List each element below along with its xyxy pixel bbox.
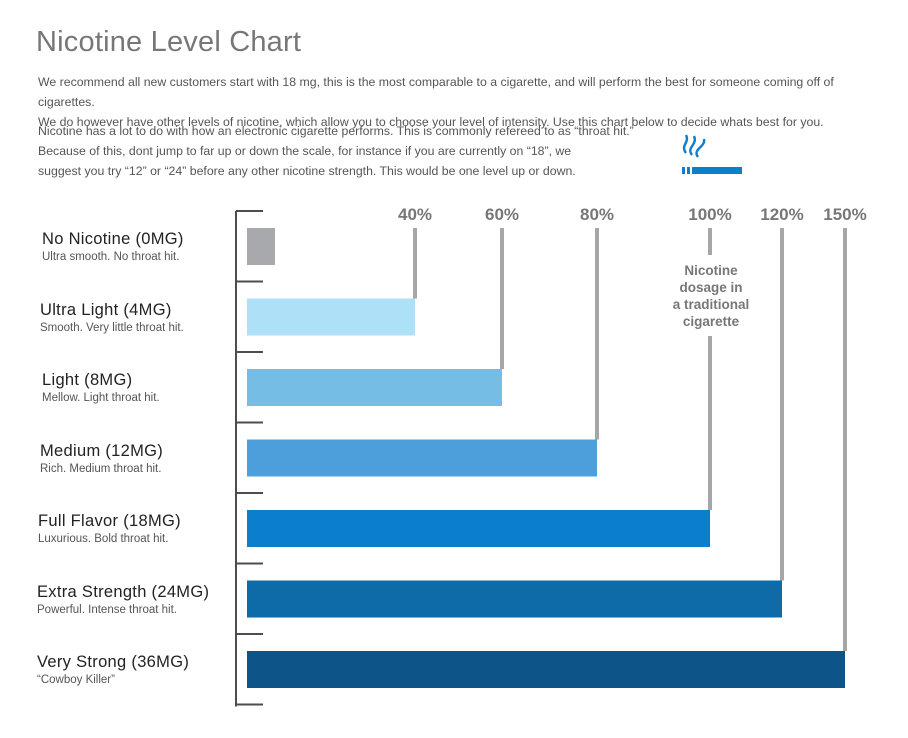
level-description: Rich. Medium throat hit.	[40, 462, 162, 475]
bar-4	[247, 510, 710, 547]
tick-label-60pct: 60%	[485, 205, 519, 224]
bar-2	[247, 369, 502, 406]
level-name: Light (8MG)	[42, 371, 133, 389]
note-line-2: dosage in	[679, 280, 743, 295]
level-description: Smooth. Very little throat hit.	[40, 321, 184, 334]
level-name: No Nicotine (0MG)	[42, 230, 184, 248]
page-title: Nicotine Level Chart	[36, 26, 302, 58]
bar-5	[247, 580, 782, 618]
throat-line-2: Because of this, dont jump to far up or …	[38, 144, 572, 158]
intro-line-2: We do however have other levels of nicot…	[38, 115, 824, 129]
tick-label-100pct: 100%	[688, 205, 731, 224]
intro-text: We recommend all new customers start wit…	[38, 72, 888, 132]
bar-6	[247, 651, 845, 688]
note-line-4: cigarette	[682, 314, 740, 329]
level-description: “Cowboy Killer”	[37, 674, 115, 686]
level-name: Full Flavor (18MG)	[38, 512, 181, 530]
category-label-3: Medium (12MG) Rich. Medium throat hit.	[40, 442, 163, 475]
cigarette-dosage-note: Nicotine dosage in a traditional cigaret…	[656, 262, 766, 330]
bar-3	[247, 439, 597, 477]
category-label-0: No Nicotine (0MG) Ultra smooth. No throat…	[42, 230, 184, 263]
tick-label-150pct: 150%	[823, 205, 866, 224]
category-label-5: Extra Strength (24MG) Powerful. Intense t…	[37, 583, 209, 616]
throat-line-1: Nicotine has a lot to do with how an ele…	[38, 124, 634, 138]
level-description: Luxurious. Bold throat hit.	[38, 533, 169, 545]
level-description: Ultra smooth. No throat hit.	[42, 251, 180, 263]
level-name: Ultra Light (4MG)	[40, 300, 172, 319]
level-description: Mellow. Light throat hit.	[42, 392, 160, 404]
throat-line-3: suggest you try “12” or “24” before any …	[38, 164, 576, 178]
cigarette-smoke-icon	[682, 134, 742, 174]
intro-line-1: We recommend all new customers start wit…	[38, 75, 834, 109]
category-label-1: Ultra Light (4MG) Smooth. Very little thr…	[40, 301, 184, 334]
level-name: Medium (12MG)	[40, 441, 164, 460]
level-name: Extra Strength (24MG)	[37, 582, 210, 601]
level-name: Very Strong (36MG)	[37, 653, 190, 671]
tick-label-40pct: 40%	[398, 205, 432, 224]
note-line-1: Nicotine	[684, 263, 738, 278]
tick-label-120pct: 120%	[760, 205, 803, 224]
category-label-4: Full Flavor (18MG) Luxurious. Bold throat…	[38, 512, 181, 545]
level-description: Powerful. Intense throat hit.	[37, 603, 177, 616]
throat-hit-text: Nicotine has a lot to do with how an ele…	[38, 121, 668, 181]
bar-1	[247, 298, 415, 336]
tick-label-80pct: 80%	[580, 205, 614, 224]
bar-0	[247, 228, 275, 265]
category-label-2: Light (8MG) Mellow. Light throat hit.	[42, 371, 160, 404]
category-label-6: Very Strong (36MG) “Cowboy Killer”	[37, 653, 189, 686]
note-line-3: a traditional	[672, 297, 750, 312]
